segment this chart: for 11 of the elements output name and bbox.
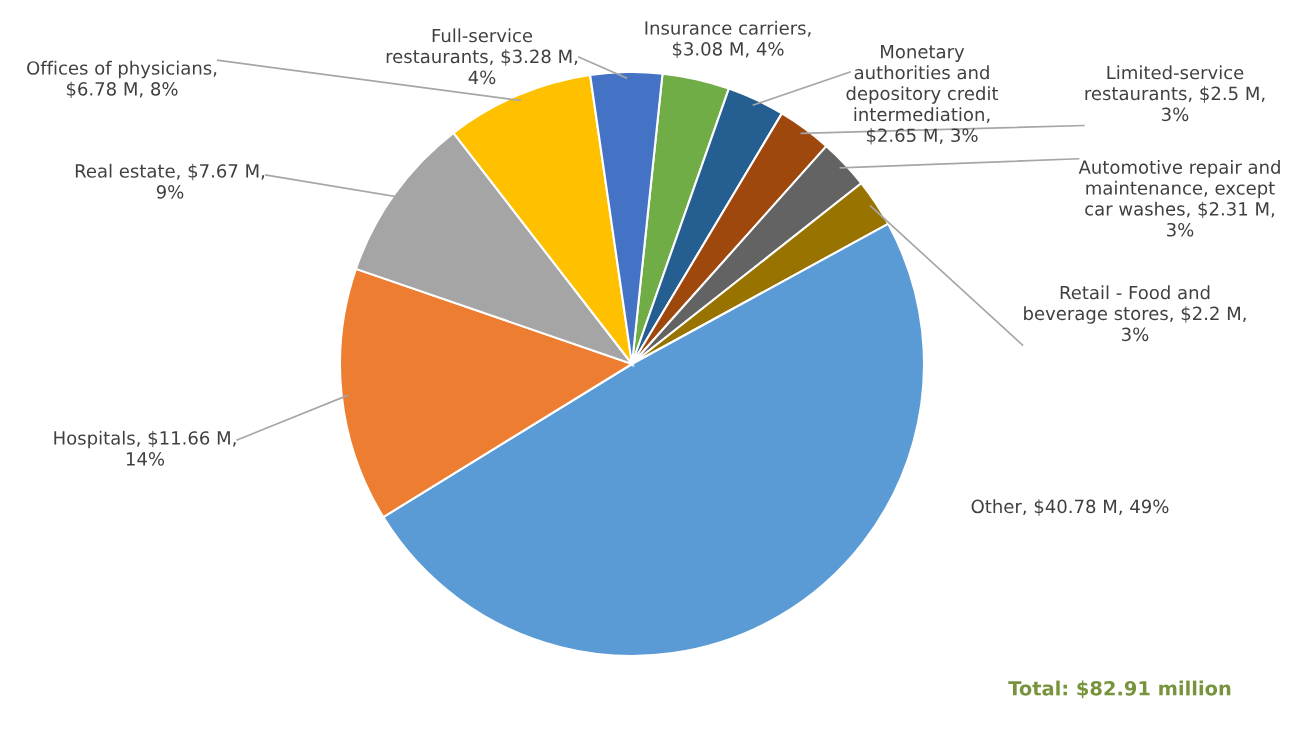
- text: Total: $82.91 million: [1008, 680, 1231, 699]
- slice-label: Real estate, $7.67 M, 9%: [75, 163, 265, 199]
- slice-label: Retail - Food and beverage stores, $2.2 M, 3%: [1024, 285, 1246, 342]
- slice-label: Hospitals, $11.66 M, 14%: [54, 430, 236, 466]
- slice-label: Limited-service restaurants, $2.5 M, 3%: [1085, 65, 1265, 122]
- slice-label: Monetary authorities and depository credit intermediation, $2.65 M, 3%: [846, 45, 999, 145]
- slice-label: Automotive repair and maintenance, except car washes, $2.31 M, 3%: [1078, 159, 1280, 237]
- slice-label: Other, $40.78 M, 49%: [971, 499, 1169, 516]
- slice-label: Offices of physicians, $6.78 M, 8%: [27, 60, 217, 99]
- slice-label: Insurance carriers, $3.08 M, 4%: [645, 20, 811, 59]
- slice-label: Full-service restaurants, $3.28 M, 4%: [386, 28, 578, 85]
